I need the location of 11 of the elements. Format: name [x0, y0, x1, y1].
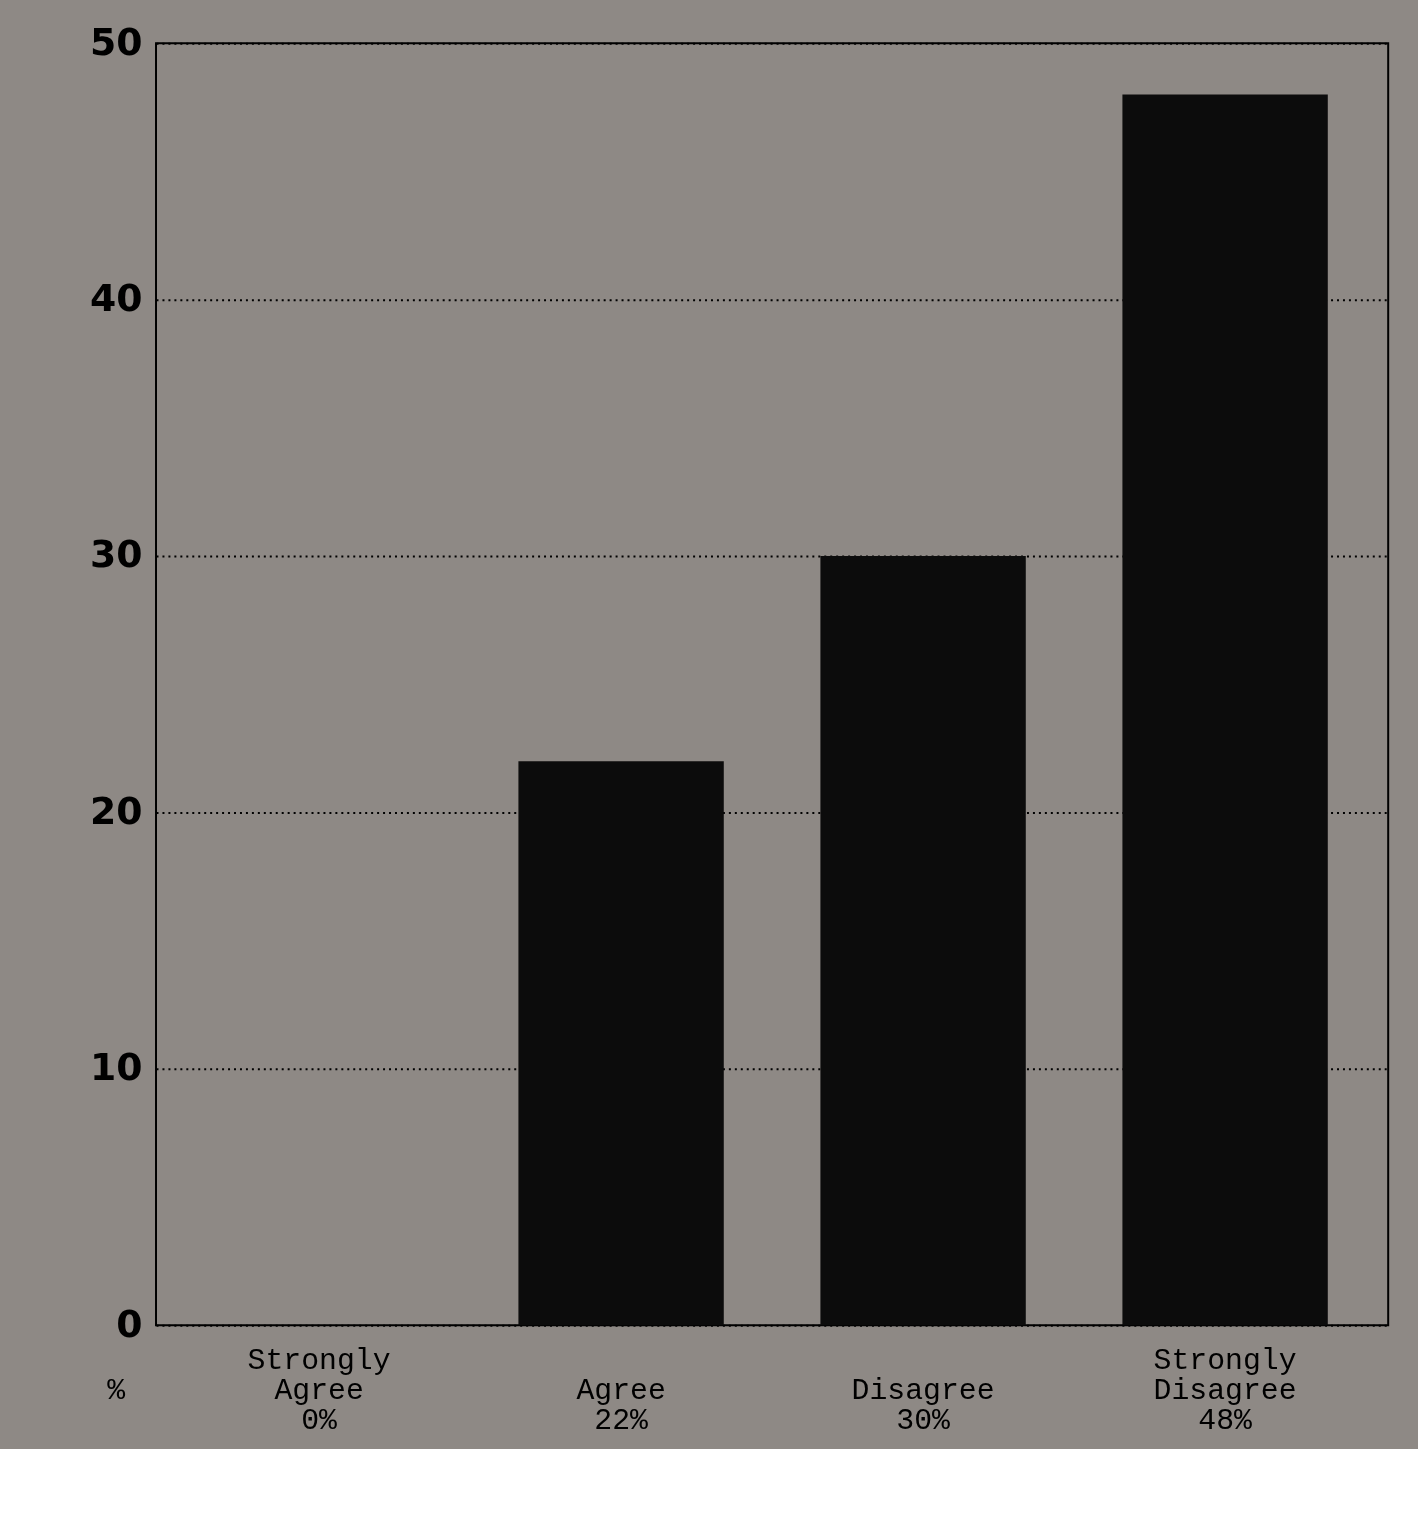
y-tick-label: 40: [90, 276, 143, 321]
x-tick-label: Strongly Agree: [247, 1343, 391, 1408]
x-tick-label: Agree: [576, 1373, 666, 1408]
y-tick-label: 30: [90, 532, 143, 577]
y-tick-label: 50: [90, 19, 143, 64]
y-axis-title: %: [107, 1373, 126, 1408]
y-tick-label: 0: [116, 1301, 143, 1346]
y-tick-label: 20: [90, 788, 143, 833]
x-tick-label: Strongly Disagree: [1153, 1343, 1297, 1408]
y-tick-label: 10: [90, 1045, 143, 1090]
x-tick-label: Disagree: [851, 1373, 995, 1408]
